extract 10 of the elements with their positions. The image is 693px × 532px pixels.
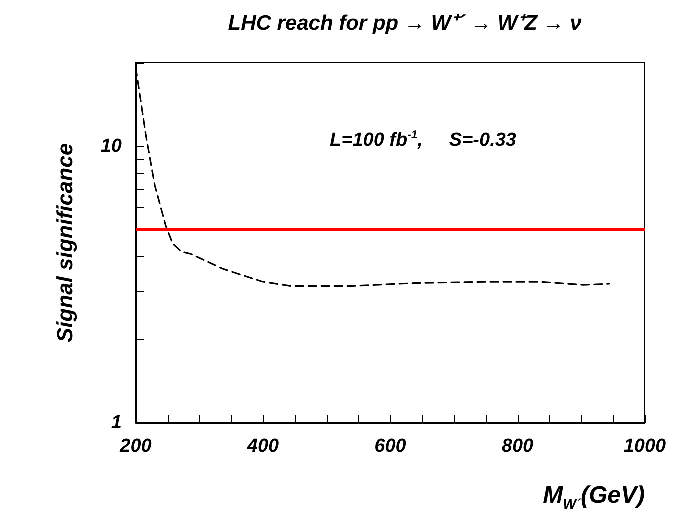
x-tick-label: 400 [246, 436, 280, 457]
x-tick-label: 1000 [624, 436, 667, 457]
x-tick-label: 600 [374, 436, 407, 457]
y-tick-label: 10 [100, 136, 122, 157]
y-axis-title: Signal significance [52, 143, 78, 343]
y-tick-label: 1 [111, 412, 122, 434]
x-tick-label: 800 [502, 436, 534, 457]
chart-title: LHC reach for pp → W⁺´ → W⁺Z → ν [228, 12, 582, 35]
x-tick-label: 200 [119, 436, 152, 457]
x-axis-title: M$_{W´}$(GeV) [543, 482, 645, 512]
